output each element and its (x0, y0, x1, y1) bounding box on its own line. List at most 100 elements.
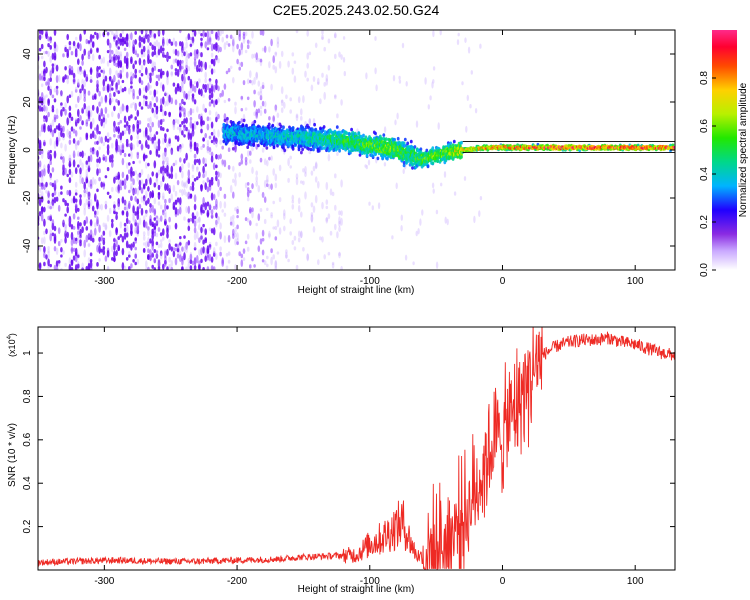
spectrogram-cell (111, 218, 114, 223)
spectrogram-cell (313, 122, 316, 127)
spectrogram-cell (106, 191, 110, 195)
spectrogram-cell (405, 161, 408, 165)
spectrogram-cell (134, 237, 137, 242)
spectrogram-cell (47, 200, 50, 204)
spectrogram-cell (79, 159, 82, 166)
spectrogram-cell (94, 141, 97, 145)
spectrogram-cell (125, 105, 129, 110)
spectrogram-cell (108, 154, 112, 163)
spectrogram-cell (140, 30, 144, 35)
spectrogram-cell (327, 38, 331, 44)
spectrogram-cell (374, 131, 377, 136)
spectrogram-cell (342, 36, 346, 40)
spectrogram-cell (119, 69, 123, 76)
spectrogram-cell (83, 219, 86, 227)
spectrogram-cell (100, 248, 103, 253)
spectrogram-cell (64, 213, 67, 217)
spectrogram-cell (43, 115, 46, 120)
spectrogram-cell (117, 144, 120, 153)
spectrogram-cell (183, 46, 186, 51)
spectrogram-cell (198, 78, 201, 84)
spectrogram-cell (91, 150, 95, 155)
spectrogram-cell (115, 70, 118, 76)
spectrogram-cell (134, 253, 137, 259)
spectrogram-cell (87, 110, 91, 117)
spectrogram-cell (367, 159, 371, 166)
spectrogram-cell (85, 73, 89, 83)
spectrogram-cell (206, 83, 210, 91)
spectrogram-cell (49, 77, 52, 82)
spectrogram-cell (249, 159, 252, 164)
spectrogram-cell (51, 119, 55, 127)
spectrogram-cell (432, 79, 435, 84)
spectrogram-cell (208, 101, 212, 107)
spectrogram-cell (183, 75, 186, 85)
spectrogram-cell (322, 146, 326, 150)
spectrogram-cell (293, 60, 297, 64)
spectrogram-cell (210, 155, 214, 163)
spectrogram-cell (384, 137, 388, 141)
spectrogram-cell (198, 216, 201, 223)
spectrogram-cell (47, 258, 50, 267)
spectrogram-cell (96, 210, 99, 216)
spectrogram-cell (185, 64, 188, 70)
spectrogram-cell (246, 187, 250, 192)
spectrogram-cell (236, 241, 239, 246)
spectrogram-cell (329, 188, 333, 196)
spectrogram-cell (147, 226, 150, 231)
spectrogram-cell (181, 106, 184, 112)
spectrogram-cell (155, 115, 159, 120)
spectrogram-cell (168, 243, 171, 251)
spectrogram-cell (181, 99, 184, 103)
spectrogram-cell (246, 189, 250, 198)
spectrogram-cell (89, 68, 93, 73)
spectrogram-cell (57, 137, 61, 141)
spectrogram-cell (170, 97, 174, 105)
spectrogram-cell (263, 108, 267, 114)
spectrogram-cell (91, 93, 95, 100)
spectrogram-cell (232, 165, 235, 172)
spectrogram-cell (383, 126, 387, 133)
spectrogram-cell (291, 199, 295, 204)
spectrogram-cell (68, 168, 72, 175)
spectrogram-cell (117, 121, 120, 126)
spectrogram-cell (53, 225, 57, 232)
spectrogram-cell (121, 171, 125, 179)
spectrogram-cell (96, 163, 99, 168)
spectrogram-cell (102, 154, 106, 162)
spectrogram-cell (89, 48, 93, 54)
spectrogram-cell (89, 229, 93, 237)
spectrogram-cell (74, 189, 78, 194)
spectrogram-cell (193, 194, 197, 203)
spectrogram-cell (43, 60, 46, 68)
spectrogram-cell (70, 238, 74, 247)
spectrogram-cell (202, 173, 205, 177)
spectrogram-cell (138, 203, 142, 210)
spectrogram-cell (106, 38, 110, 44)
spectrogram-cell (257, 185, 261, 193)
spectrogram-cell (83, 91, 86, 99)
spectrogram-cell (270, 256, 273, 266)
spectrogram-cell (215, 164, 218, 169)
spectrogram-cell (319, 236, 322, 241)
spectrogram-cell (51, 104, 55, 111)
spectrogram-cell (64, 143, 67, 152)
spectrogram-cell (302, 168, 305, 173)
spectrogram-cell (113, 54, 116, 61)
spectrogram-cell (295, 30, 299, 34)
spectrogram-cell (221, 145, 224, 150)
spectrogram-cell (287, 177, 290, 183)
spectrogram-cell (111, 31, 114, 35)
spectrogram-cell (66, 33, 69, 41)
spectrogram-cell (60, 142, 63, 149)
spectrogram-cell (49, 160, 52, 166)
spectrogram-cell (300, 211, 303, 218)
spectrogram-cell (125, 42, 129, 47)
spectrogram-cell (49, 153, 52, 162)
spectrogram-cell (132, 128, 135, 133)
spectrogram-cell (221, 259, 224, 267)
spectrogram-cell (310, 202, 314, 208)
spectrogram-cell (43, 118, 46, 123)
spectrogram-cell (53, 63, 57, 70)
spectrogram-cell (168, 263, 171, 269)
